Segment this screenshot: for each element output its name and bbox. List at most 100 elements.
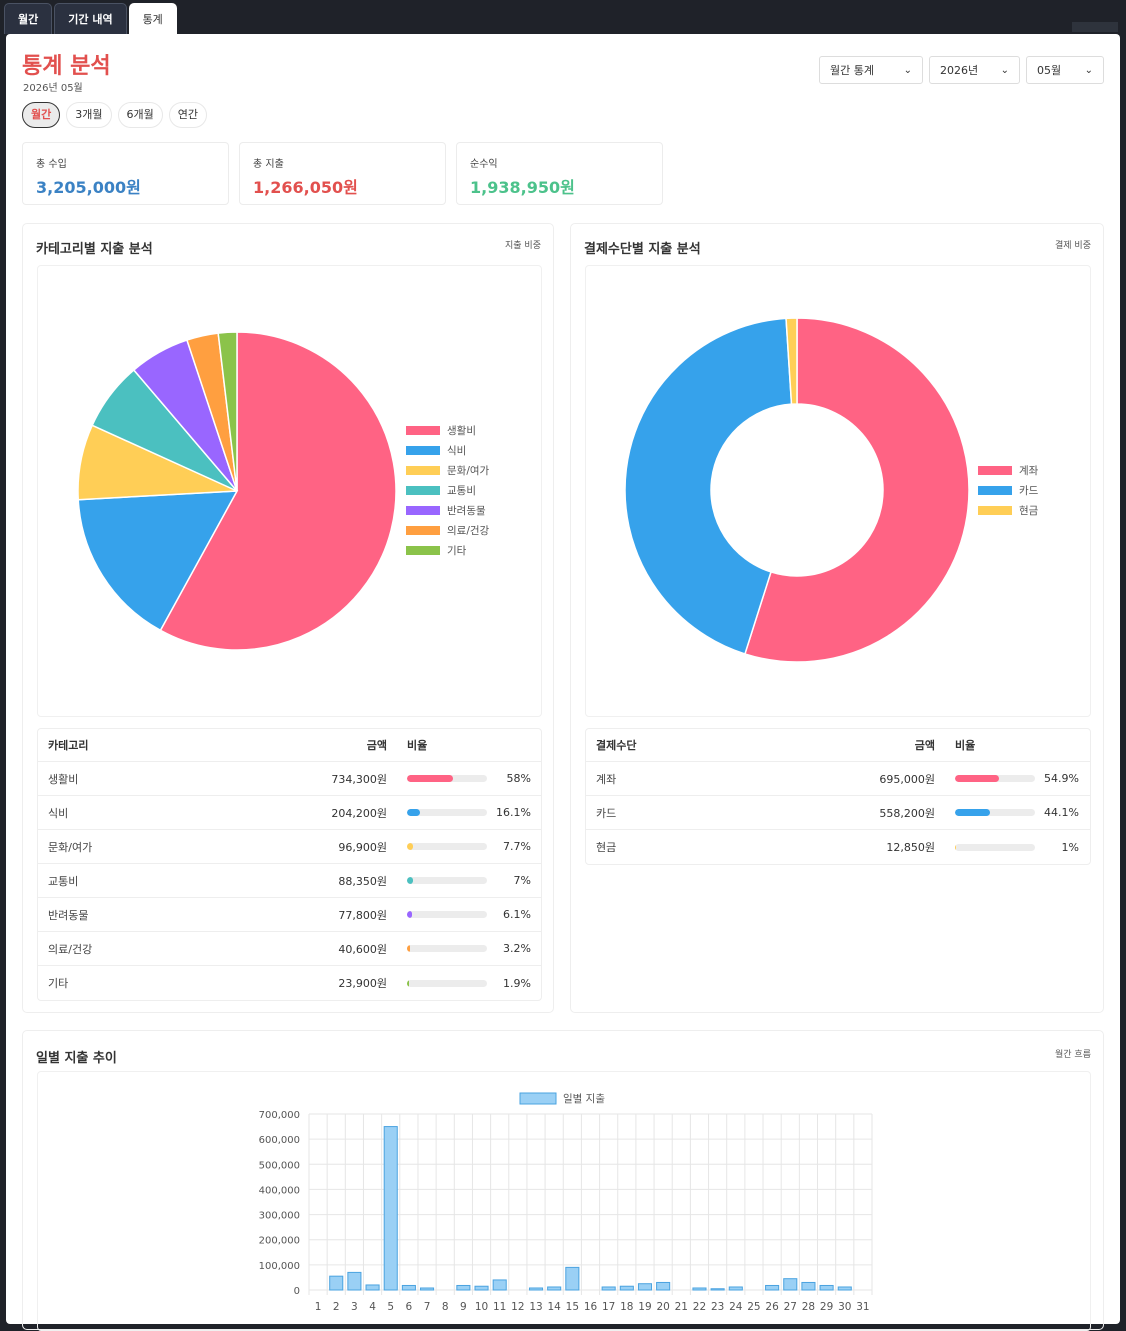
legend-item[interactable]: 의료/건강 — [406, 520, 489, 540]
table-header: 카테고리 금액 비율 — [38, 729, 541, 762]
header-ratio: 비율 — [407, 739, 428, 752]
table-row: 계좌 695,000원 54.9% — [586, 762, 1090, 796]
legend-swatch — [406, 465, 440, 475]
pie-slice-2[interactable] — [77, 490, 239, 632]
x-tick-label: 29 — [820, 1301, 833, 1313]
daily-section: 일별 지출 추이 월간 흐름 일별 지출 0 100,000 200,000 300,0… — [22, 1030, 1104, 1331]
legend-item[interactable]: 기타 — [406, 540, 489, 560]
row-ratio-bar — [407, 809, 487, 816]
month-select[interactable]: 05월 ⌄ — [1026, 56, 1104, 84]
range-3month-button[interactable]: 3개월 — [66, 102, 112, 128]
row-amount: 204,200원 — [331, 806, 387, 820]
row-name: 반려동물 — [48, 908, 89, 922]
range-monthly-button[interactable]: 월간 — [22, 102, 61, 128]
header-name: 결제수단 — [596, 739, 637, 752]
table-row: 식비 204,200원 16.1% — [38, 796, 541, 830]
expense-value: 1,266,050원 — [253, 178, 358, 197]
bar-day-15[interactable] — [565, 1266, 580, 1291]
y-tick-label: 0 — [294, 1286, 300, 1297]
table-row: 카드 558,200원 44.1% — [586, 796, 1090, 830]
bar-day-26[interactable] — [765, 1284, 780, 1291]
x-tick-label: 23 — [711, 1301, 724, 1313]
month-select-value: 05월 — [1037, 64, 1062, 77]
legend-label: 식비 — [447, 444, 467, 457]
range-yearly-button[interactable]: 연간 — [168, 102, 207, 128]
legend-item[interactable]: 식비 — [406, 440, 489, 460]
bar-day-27[interactable] — [783, 1278, 798, 1291]
legend-swatch — [978, 485, 1012, 495]
bar-day-5[interactable] — [383, 1126, 398, 1291]
legend-label: 계좌 — [1019, 464, 1039, 477]
bar-day-9[interactable] — [456, 1284, 471, 1291]
bar-day-11[interactable] — [492, 1279, 507, 1291]
row-ratio-fill — [407, 945, 410, 952]
bar-day-30[interactable] — [837, 1286, 852, 1291]
bar-day-28[interactable] — [801, 1281, 816, 1291]
year-select[interactable]: 2026년 ⌄ — [929, 56, 1020, 84]
tab-monthly[interactable]: 월간 — [4, 3, 53, 34]
page-subtitle: 2026년 05월 — [23, 83, 83, 94]
legend-item[interactable]: 문화/여가 — [406, 460, 489, 480]
bar-day-19[interactable] — [637, 1283, 653, 1291]
bar-day-20[interactable] — [656, 1281, 671, 1291]
bar-day-23[interactable] — [710, 1288, 725, 1291]
legend-swatch — [978, 465, 1012, 475]
tab-period-history[interactable]: 기간 내역 — [54, 3, 127, 34]
bar-day-3[interactable] — [347, 1271, 362, 1291]
bar-day-29[interactable] — [819, 1284, 834, 1291]
legend-item[interactable]: 현금 — [978, 500, 1038, 520]
bar-day-7[interactable] — [420, 1287, 435, 1291]
mode-select[interactable]: 월간 통계 ⌄ — [819, 56, 923, 84]
bar-day-14[interactable] — [547, 1286, 562, 1291]
pie-slice-7[interactable] — [217, 331, 238, 492]
pie-slice-1[interactable] — [743, 317, 970, 663]
bar-day-4[interactable] — [365, 1284, 380, 1291]
tab-statistics[interactable]: 통계 — [128, 3, 177, 34]
legend-label: 기타 — [447, 544, 467, 557]
x-tick-label: 1 — [315, 1301, 322, 1313]
range-buttons: 월간 3개월 6개월 연간 — [22, 102, 207, 128]
legend-item[interactable]: 반려동물 — [406, 500, 489, 520]
category-section-tag: 지출 비중 — [505, 241, 541, 251]
header-ratio: 비율 — [955, 739, 976, 752]
row-ratio-fill — [955, 809, 991, 816]
legend-item[interactable]: 생활비 — [406, 420, 489, 440]
row-ratio-fill — [955, 775, 999, 782]
legend-item[interactable]: 교통비 — [406, 480, 489, 500]
pie-slice-2[interactable] — [624, 317, 793, 655]
range-6month-button[interactable]: 6개월 — [117, 102, 163, 128]
row-name: 의료/건강 — [48, 942, 93, 956]
income-label: 총 수입 — [36, 159, 67, 170]
x-tick-label: 15 — [566, 1301, 579, 1313]
row-ratio-bar — [407, 775, 487, 782]
filter-selects: 월간 통계 ⌄ 2026년 ⌄ 05월 ⌄ — [819, 56, 1104, 84]
bar-day-18[interactable] — [619, 1285, 634, 1291]
bar-day-10[interactable] — [474, 1285, 489, 1291]
income-value: 3,205,000원 — [36, 178, 141, 197]
pie-slice-1[interactable] — [159, 331, 397, 651]
table-row: 생활비 734,300원 58% — [38, 762, 541, 796]
bar-day-17[interactable] — [601, 1286, 616, 1291]
row-amount: 12,850원 — [886, 841, 935, 854]
row-name: 계좌 — [596, 772, 617, 786]
row-percent: 1.9% — [503, 976, 531, 990]
legend-item[interactable]: 계좌 — [978, 460, 1038, 480]
bar-day-22[interactable] — [692, 1287, 707, 1291]
table-row: 문화/여가 96,900원 7.7% — [38, 830, 541, 864]
row-name: 교통비 — [48, 874, 79, 888]
bar-day-6[interactable] — [401, 1284, 416, 1291]
top-tabs: 월간 기간 내역 통계 — [4, 3, 177, 34]
legend-item[interactable]: 카드 — [978, 480, 1038, 500]
legend-swatch — [406, 525, 440, 535]
row-percent: 16.1% — [496, 806, 531, 819]
bar-day-24[interactable] — [728, 1286, 743, 1291]
row-ratio-fill — [407, 911, 412, 918]
pie-slice-3[interactable] — [785, 317, 798, 405]
bar-day-2[interactable] — [329, 1275, 344, 1291]
x-tick-label: 26 — [765, 1301, 779, 1313]
bar-day-13[interactable] — [528, 1287, 544, 1291]
chevron-down-icon: ⌄ — [903, 64, 912, 76]
table-row: 기타 23,900원 1.9% — [38, 966, 541, 1000]
